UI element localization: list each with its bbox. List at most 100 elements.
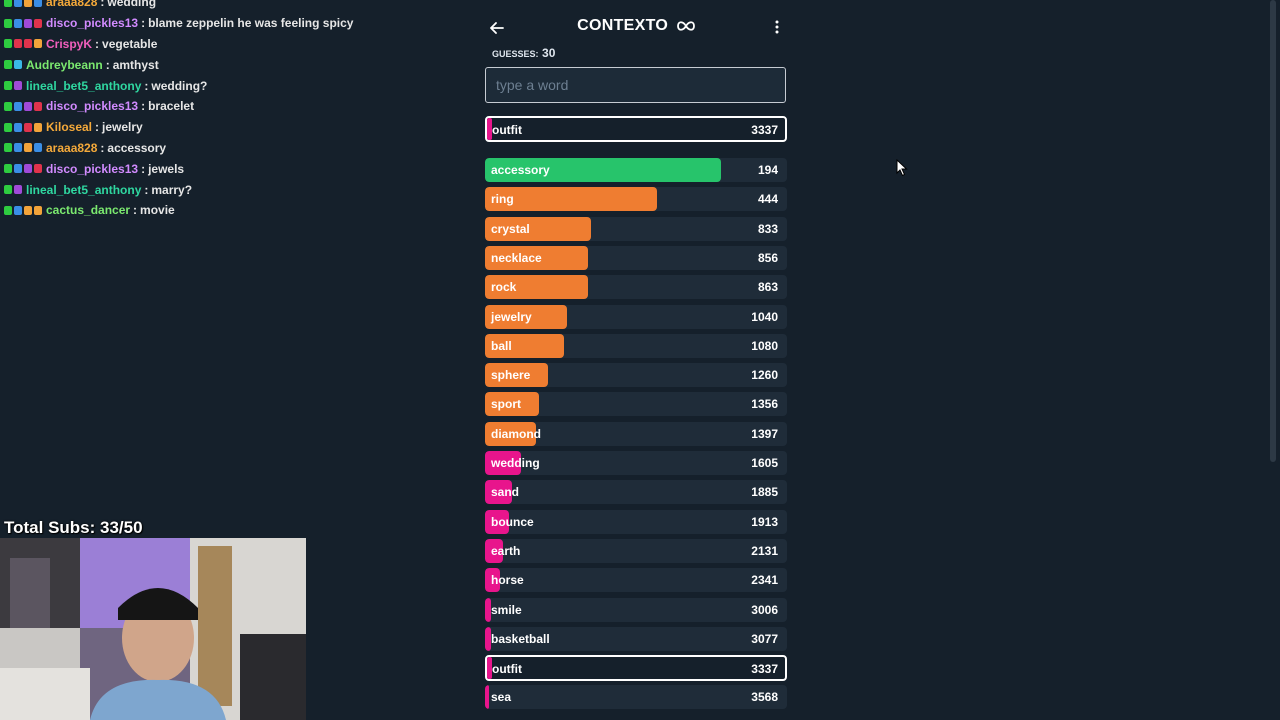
badge-icon [14,0,22,7]
chat-badges [4,60,22,70]
guess-rank: 1080 [751,338,778,353]
guess-row: bounce 1913 [485,509,787,534]
badge-icon [34,143,42,153]
guess-word: sport [491,397,521,412]
chat-username[interactable]: disco_pickles13 [46,16,139,31]
guess-word: horse [491,573,524,588]
guess-rank: 1605 [751,456,778,470]
similarity-bar [485,509,509,534]
badge-icon [14,185,22,195]
chat-separator: : [141,161,146,176]
similarity-bar [485,568,500,593]
chat-separator: : [133,203,138,218]
guess-row: horse 2341 [485,568,787,593]
chat-username[interactable]: lineal_bet5_anthony [26,78,142,93]
guess-word: bounce [491,514,534,529]
chat-text: wedding? [151,78,208,93]
subs-counter: Total Subs: 33/50 [4,518,143,537]
badge-icon [4,18,12,28]
guess-word: ball [491,338,512,353]
chat-message: araaa828: wedding [4,0,464,13]
guess-row: rock 863 [485,275,787,300]
word-input[interactable] [485,67,786,103]
guess-rank: 3568 [751,690,778,705]
similarity-bar [485,158,721,182]
chat-text: vegetable [102,36,158,51]
chat-username[interactable]: cactus_dancer [46,203,131,218]
guess-row: ball 1080 [485,333,787,358]
chat-message: Audreybeann: amthyst [4,54,464,75]
guess-rank: 3077 [751,631,778,646]
guess-row: wedding 1605 [485,451,787,475]
page-scrollbar[interactable] [1270,0,1276,462]
guess-row: earth 2131 [485,538,787,563]
chat-badges [4,205,42,215]
chat-username[interactable]: Audreybeann [26,57,103,72]
badge-icon [34,122,42,132]
badge-icon [14,205,22,215]
title-text: CONTEXTO [577,17,669,34]
chat-overlay: araaa828: wedding disco_pickles13: blame ze… [4,0,464,221]
chat-username[interactable]: disco_pickles13 [46,99,139,114]
guess-row: crystal 833 [485,216,787,241]
badge-icon [4,164,12,174]
menu-button[interactable] [772,18,782,36]
chat-separator: : [144,78,149,93]
guess-row: necklace 856 [485,245,787,270]
guess-word: jewelry [491,309,532,324]
guess-word: accessory [491,163,550,177]
guess-rank: 863 [757,280,778,295]
chat-text: jewelry [102,120,143,135]
guess-rank: 194 [757,163,778,177]
chat-username[interactable]: araaa828 [46,0,98,10]
badge-icon [14,18,22,28]
guess-rank: 2131 [751,543,778,558]
badge-icon [4,60,12,70]
game-header: CONTEXTO [484,14,788,40]
similarity-bar [485,187,657,212]
chat-message: CrispyK: vegetable [4,34,464,55]
chat-separator: : [100,140,105,155]
back-button[interactable] [488,16,508,38]
guess-word: necklace [491,250,542,265]
chat-badges [4,0,42,7]
badge-icon [34,39,42,49]
guess-word: crystal [491,221,530,236]
game-title: CONTEXTO [484,17,788,35]
guess-row: diamond 1397 [485,421,787,446]
chat-message: araaa828: accessory [4,138,464,159]
guess-row: sand 1885 [485,480,787,505]
badge-icon [14,60,22,70]
guess-row: smile 3006 [485,597,787,622]
chat-separator: : [141,99,146,114]
guess-rank: 2341 [751,573,778,588]
infinity-icon [676,21,695,31]
badge-icon [34,18,42,28]
guess-row: basketball 3077 [485,626,787,651]
chat-separator: : [144,182,149,197]
guess-rank: 3337 [751,662,778,677]
chat-username[interactable]: araaa828 [46,140,98,155]
similarity-bar [485,480,512,505]
arrow-left-icon [490,22,504,34]
badge-icon [14,164,22,174]
guess-word: outfit [492,123,522,137]
guess-word: sphere [491,368,531,383]
chat-text: wedding [107,0,157,10]
guess-word: basketball [491,631,550,646]
chat-username[interactable]: Kiloseal [46,120,93,135]
more-vertical-icon [775,20,779,34]
badge-icon [34,205,42,215]
guess-rank: 1260 [751,368,778,383]
webcam-image [0,538,306,720]
similarity-bar [485,421,536,446]
badge-icon [14,81,22,91]
chat-username[interactable]: disco_pickles13 [46,161,139,176]
guess-row: sphere 1260 [485,363,787,388]
chat-text: bracelet [148,99,195,114]
chat-username[interactable]: lineal_bet5_anthony [26,182,142,197]
badge-icon [24,122,32,132]
guess-word: sea [491,690,512,705]
chat-text: movie [140,203,175,218]
chat-username[interactable]: CrispyK [46,36,93,51]
